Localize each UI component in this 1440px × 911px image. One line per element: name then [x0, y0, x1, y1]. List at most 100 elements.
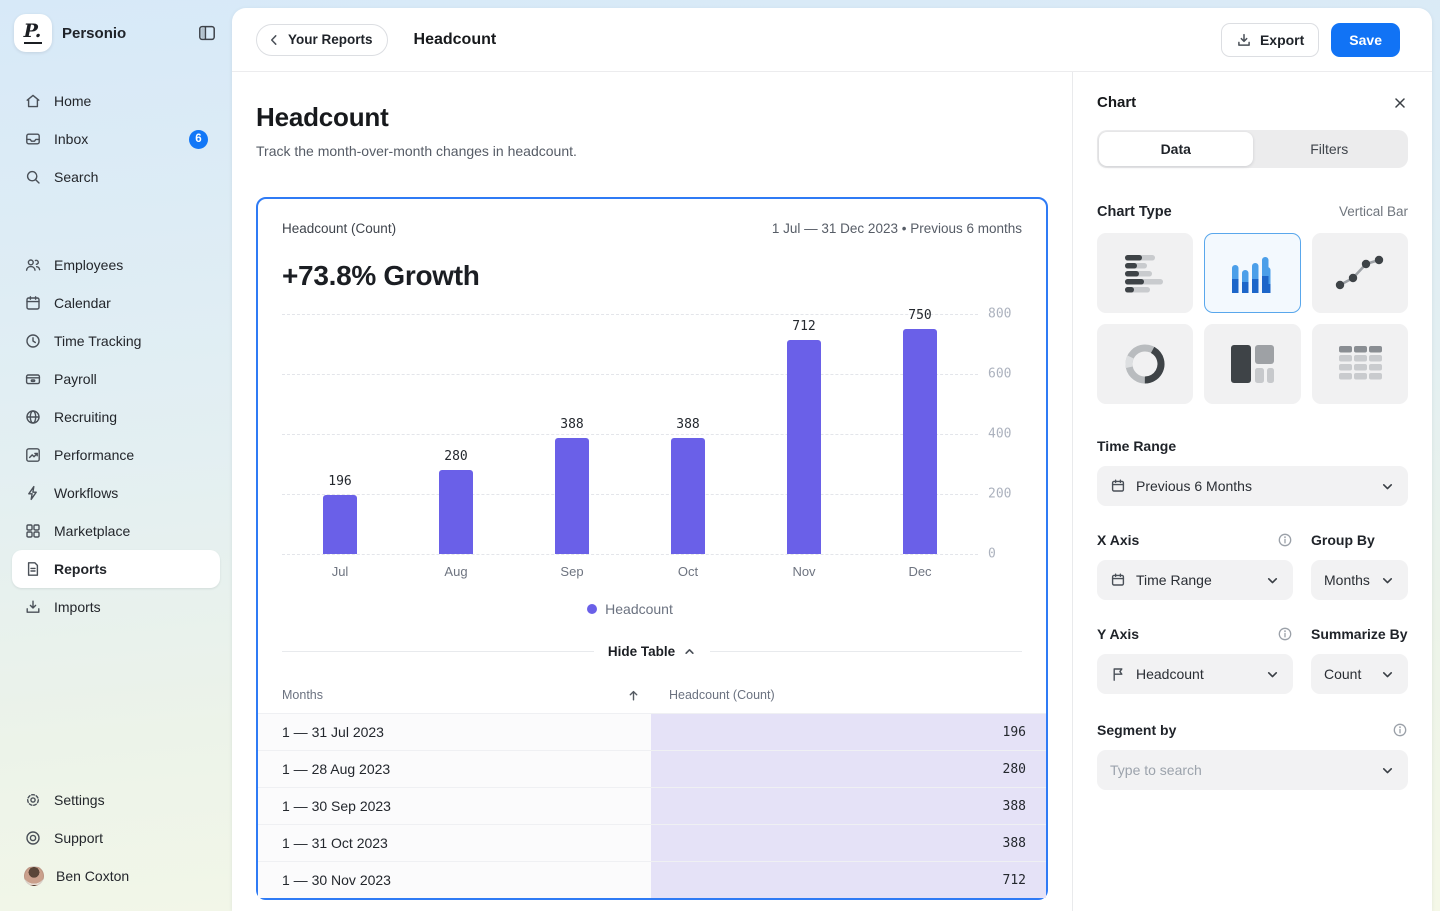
- x-axis-select[interactable]: Time Range: [1097, 560, 1293, 600]
- sidebar-item-label: Inbox: [54, 131, 177, 147]
- sidebar-item-time-tracking[interactable]: Time Tracking: [12, 322, 220, 360]
- table-cell-value: 712: [651, 862, 1046, 898]
- summarize-by-select[interactable]: Count: [1311, 654, 1408, 694]
- topbar-title: Headcount: [414, 31, 497, 49]
- sidebar-nav-modules: Employees Calendar Time TrackingPayrollRec…: [12, 246, 220, 626]
- sidebar-item-label: Performance: [54, 447, 208, 463]
- chart-type-table[interactable]: [1312, 324, 1408, 404]
- chart-type-line[interactable]: [1312, 233, 1408, 313]
- donut-icon: [1117, 340, 1173, 388]
- save-button[interactable]: Save: [1331, 23, 1400, 57]
- sidebar-item-imports[interactable]: Imports: [12, 588, 220, 626]
- chevron-down-icon: [1380, 479, 1395, 494]
- x-axis-tick: Dec: [862, 564, 978, 579]
- table-cell-value: 280: [651, 751, 1046, 787]
- sort-ascending-icon[interactable]: [626, 688, 641, 703]
- panel-title: Chart: [1097, 94, 1136, 111]
- chart-type-donut[interactable]: [1097, 324, 1193, 404]
- bar-value-label: 388: [676, 417, 699, 432]
- sidebar-item-marketplace[interactable]: Marketplace: [12, 512, 220, 550]
- page-title: Headcount: [256, 102, 1048, 133]
- table-icon: [1332, 342, 1388, 386]
- chevron-up-icon: [683, 645, 696, 658]
- table-cell-value: 196: [651, 714, 1046, 750]
- sidebar-item-recruiting[interactable]: Recruiting: [12, 398, 220, 436]
- x-axis-tick: Aug: [398, 564, 514, 579]
- sidebar-nav-top: HomeInbox6Search: [12, 82, 220, 196]
- sidebar-item-search[interactable]: Search: [12, 158, 220, 196]
- sidebar-item-employees[interactable]: Employees: [12, 246, 220, 284]
- table-row[interactable]: 1 — 30 Nov 2023712: [258, 861, 1046, 898]
- chart-type-grid: [1097, 233, 1408, 404]
- calendar-icon: [24, 294, 42, 312]
- table-row[interactable]: 1 — 28 Aug 2023280: [258, 750, 1046, 787]
- time-range-select[interactable]: Previous 6 Months: [1097, 466, 1408, 506]
- y-axis-info-icon[interactable]: [1277, 626, 1293, 642]
- export-icon: [1236, 32, 1252, 48]
- sidebar-item-support[interactable]: Support: [12, 819, 220, 857]
- personio-logo[interactable]: P.: [14, 14, 52, 52]
- marketplace-icon: [24, 522, 42, 540]
- report-chart-card[interactable]: Headcount (Count) 1 Jul — 31 Dec 2023 • …: [256, 197, 1048, 900]
- sidebar-item-label: Workflows: [54, 485, 208, 501]
- bar[interactable]: [903, 329, 937, 554]
- x-axis-tick: Jul: [282, 564, 398, 579]
- hide-table-button[interactable]: Hide Table: [608, 644, 696, 659]
- bar[interactable]: [671, 438, 705, 554]
- sidebar-item-home[interactable]: Home: [12, 82, 220, 120]
- sidebar-nav-bottom: SettingsSupport: [12, 781, 220, 857]
- chevron-down-icon: [1380, 667, 1395, 682]
- group-by-select[interactable]: Months: [1311, 560, 1408, 600]
- sidebar-collapse-icon[interactable]: [196, 22, 218, 44]
- tab-data[interactable]: Data: [1099, 132, 1253, 166]
- bar-value-label: 280: [444, 449, 467, 464]
- chart-type-treemap[interactable]: [1204, 324, 1300, 404]
- chart-legend: Headcount: [282, 601, 978, 617]
- table-row[interactable]: 1 — 31 Jul 2023196: [258, 713, 1046, 750]
- export-button[interactable]: Export: [1221, 23, 1319, 57]
- table-col-headcount: Headcount (Count): [651, 688, 1046, 702]
- brand-row: P. Personio: [12, 14, 220, 52]
- flag-icon: [1110, 666, 1126, 682]
- table-row[interactable]: 1 — 31 Oct 2023388: [258, 824, 1046, 861]
- tab-filters[interactable]: Filters: [1253, 132, 1407, 166]
- chevron-down-icon: [1265, 573, 1280, 588]
- calendar-icon: [1110, 478, 1126, 494]
- y-axis-select[interactable]: Headcount: [1097, 654, 1293, 694]
- x-axis-labels: JulAugSepOctNovDec: [282, 564, 978, 579]
- segment-by-info-icon[interactable]: [1392, 722, 1408, 738]
- sidebar-item-performance[interactable]: Performance: [12, 436, 220, 474]
- bar[interactable]: [555, 438, 589, 554]
- gear-icon: [24, 791, 42, 809]
- chart-type-horizontal-bar[interactable]: [1097, 233, 1193, 313]
- chevron-down-icon: [1380, 573, 1395, 588]
- sidebar-item-calendar[interactable]: Calendar: [12, 284, 220, 322]
- legend-swatch: [587, 604, 597, 614]
- content-card: Your Reports Headcount Export Save Headc…: [232, 8, 1432, 911]
- bar-slot: 280: [398, 449, 514, 554]
- table-row[interactable]: 1 — 30 Sep 2023388: [258, 787, 1046, 824]
- segment-by-select[interactable]: Type to search: [1097, 750, 1408, 790]
- bar[interactable]: [323, 495, 357, 554]
- chart-type-vertical-bar[interactable]: [1204, 233, 1300, 313]
- bar[interactable]: [439, 470, 473, 554]
- bar[interactable]: [787, 340, 821, 554]
- x-axis-info-icon[interactable]: [1277, 532, 1293, 548]
- bar-value-label: 750: [908, 308, 931, 323]
- sidebar-item-inbox[interactable]: Inbox6: [12, 120, 220, 158]
- bar-slot: 712: [746, 319, 862, 554]
- back-to-reports-button[interactable]: Your Reports: [256, 24, 388, 56]
- inbox-icon: [24, 130, 42, 148]
- home-icon: [24, 92, 42, 110]
- sidebar-item-settings[interactable]: Settings: [12, 781, 220, 819]
- sidebar-item-workflows[interactable]: Workflows: [12, 474, 220, 512]
- sidebar-item-payroll[interactable]: Payroll: [12, 360, 220, 398]
- bar-slot: 388: [630, 417, 746, 554]
- sidebar-item-reports[interactable]: Reports: [12, 550, 220, 588]
- payroll-icon: [24, 370, 42, 388]
- close-icon[interactable]: [1392, 95, 1408, 111]
- table-cell-month: 1 — 28 Aug 2023: [258, 751, 651, 787]
- group-by-label: Group By: [1311, 532, 1375, 548]
- sidebar-item-label: Calendar: [54, 295, 208, 311]
- sidebar-user[interactable]: Ben Coxton: [12, 857, 220, 895]
